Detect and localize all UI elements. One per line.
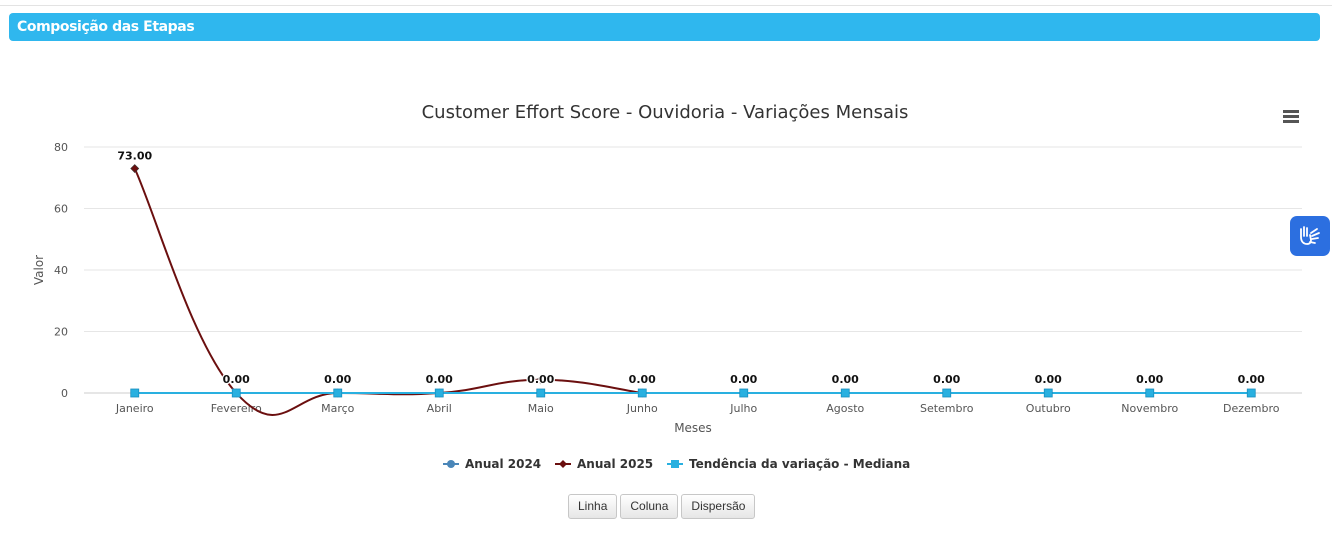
legend-label: Anual 2024 (465, 457, 541, 471)
y-axis-title: Valor (32, 255, 46, 285)
x-tick-label: Janeiro (115, 402, 154, 415)
x-tick-label: Novembro (1121, 402, 1178, 415)
point-tendencia[interactable] (1246, 388, 1256, 398)
legend-item-2[interactable]: Tendência da variação - Mediana (667, 457, 910, 471)
x-tick-label: Outubro (1026, 402, 1071, 415)
series-layer (130, 164, 1256, 416)
legend-item-1[interactable]: Anual 2025 (555, 457, 653, 471)
chart-type-switcher: Linha Coluna Dispersão (568, 494, 756, 519)
panel-header: Composição das Etapas (9, 13, 1320, 41)
y-tick-label: 60 (54, 203, 68, 216)
y-tick-label: 80 (54, 141, 68, 154)
series-line-1 (133, 168, 643, 416)
data-label: 0.00 (832, 373, 859, 386)
point-tendencia[interactable] (536, 388, 546, 398)
point-tendencia[interactable] (1145, 388, 1155, 398)
hand-sign-language-icon (1300, 226, 1320, 245)
y-tick-label: 0 (61, 387, 68, 400)
legend-marker (671, 460, 679, 468)
x-tick-label: Julho (729, 402, 757, 415)
data-label: 0.00 (223, 373, 250, 386)
coluna-button[interactable]: Coluna (620, 494, 679, 519)
x-tick-label: Junho (626, 402, 658, 415)
chart-title: Customer Effort Score - Ouvidoria - Vari… (422, 102, 909, 123)
accessibility-widget-button[interactable] (1290, 216, 1330, 256)
data-label: 0.00 (933, 373, 960, 386)
legend-label: Tendência da variação - Mediana (689, 457, 910, 471)
legend-label: Anual 2025 (577, 457, 653, 471)
y-tick-label: 40 (54, 264, 68, 277)
data-labels-layer: 73.00 0.00 0.00 0.00 0.00 0.00 0.00 0.00 0.00 0.0… (116, 148, 1266, 387)
y-tick-label: 20 (54, 326, 68, 339)
data-label: 0.00 (426, 373, 453, 386)
x-tick-label: Abril (427, 402, 452, 415)
point-tendencia[interactable] (942, 388, 952, 398)
point-anual-2025[interactable] (130, 164, 140, 173)
x-tick-label: Março (321, 402, 355, 415)
data-label: 0.00 (629, 373, 656, 386)
hamburger-menu-icon[interactable] (1278, 106, 1304, 126)
data-label: 0.00 (1238, 373, 1265, 386)
legend-marker (559, 460, 567, 468)
legend-marker (447, 460, 455, 468)
top-divider (0, 5, 1332, 6)
point-tendencia[interactable] (231, 388, 241, 398)
x-tick-label: Dezembro (1223, 402, 1280, 415)
chart-container: 0 20 40 60 80 Janeiro Fevereiro Março Abril Maio… (0, 80, 1332, 480)
point-tendencia[interactable] (637, 388, 647, 398)
point-tendencia[interactable] (434, 388, 444, 398)
point-tendencia[interactable] (739, 388, 749, 398)
x-tick-label: Setembro (920, 402, 974, 415)
point-tendencia[interactable] (1043, 388, 1053, 398)
y-axis-ticks: 0 20 40 60 80 (54, 141, 68, 400)
point-anual-2025[interactable] (536, 375, 546, 385)
point-tendencia[interactable] (333, 388, 343, 398)
x-axis-title: Meses (674, 421, 712, 435)
data-label: 0.00 (1035, 373, 1062, 386)
data-label: 0.00 (730, 373, 757, 386)
point-tendencia[interactable] (840, 388, 850, 398)
data-label: 73.00 (117, 150, 152, 163)
legend: Anual 2024 Anual 2025 Tendência da variaçã… (443, 457, 910, 471)
data-label: 0.00 (1136, 373, 1163, 386)
data-label: 0.00 (527, 373, 554, 386)
x-tick-label: Agosto (826, 402, 864, 415)
point-tendencia[interactable] (130, 388, 140, 398)
linha-button[interactable]: Linha (568, 494, 618, 519)
dispersao-button[interactable]: Dispersão (681, 494, 756, 519)
gridlines (84, 146, 1302, 394)
panel-title: Composição das Etapas (17, 19, 195, 35)
data-label: 0.00 (324, 373, 351, 386)
x-axis-ticks: Janeiro Fevereiro Março Abril Maio Junho Julho… (115, 402, 1280, 415)
legend-item-0[interactable]: Anual 2024 (443, 457, 541, 471)
x-tick-label: Maio (528, 402, 554, 415)
